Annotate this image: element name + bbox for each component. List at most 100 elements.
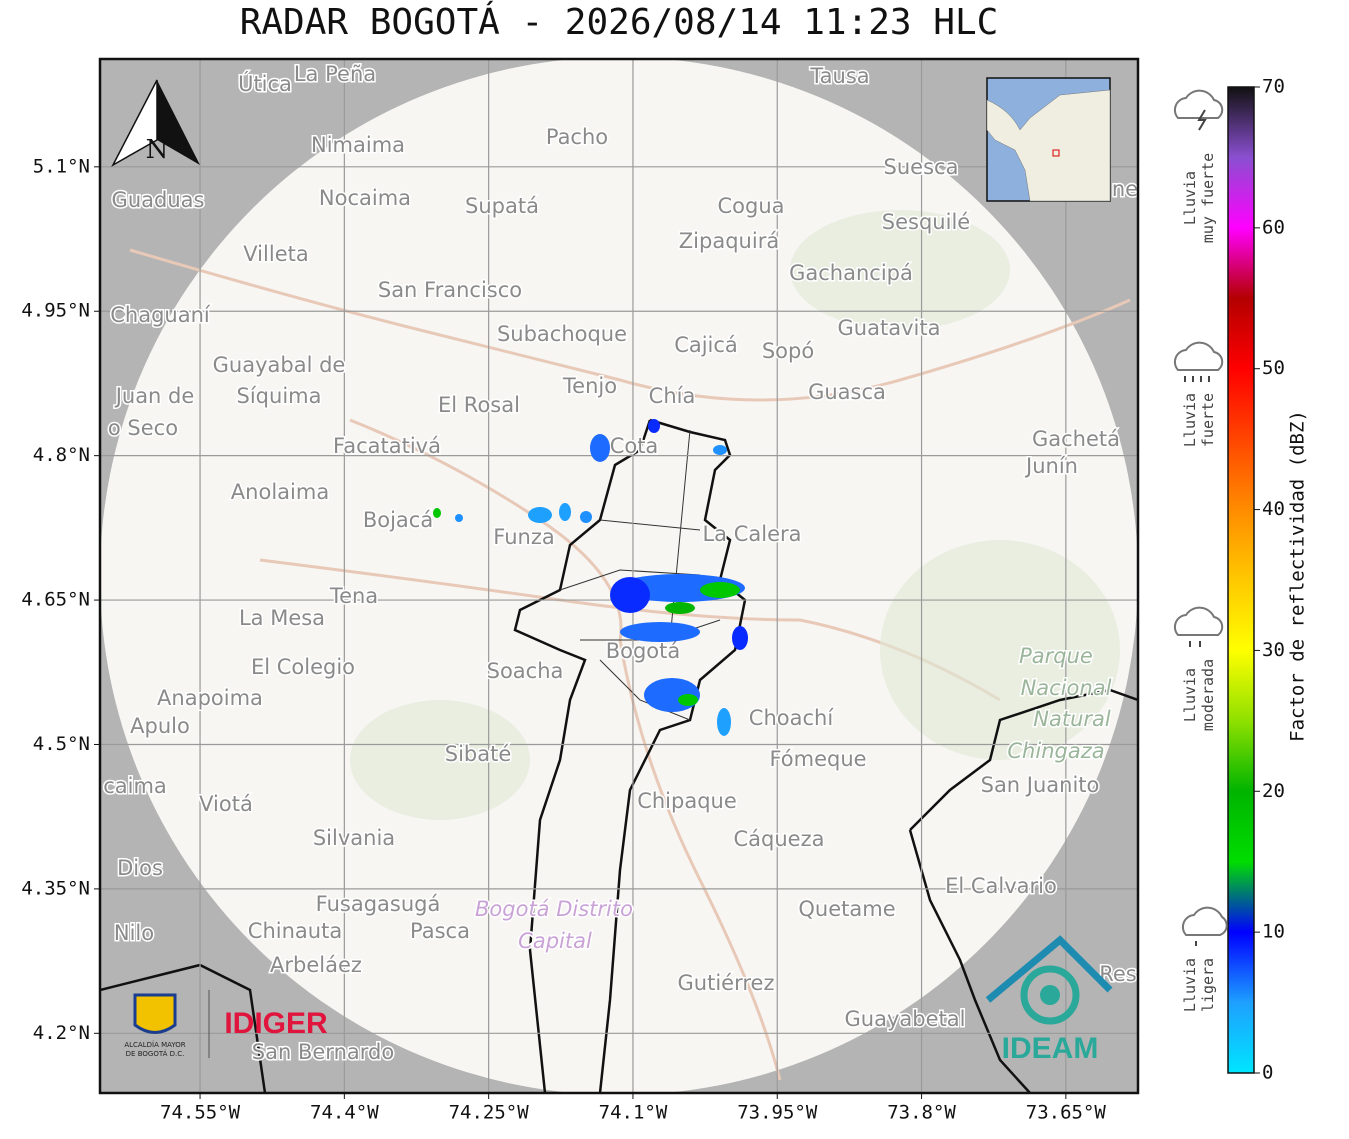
y-tick-label: 4.65°N bbox=[21, 589, 90, 611]
forest bbox=[880, 540, 1120, 760]
rain-level-label: Lluvia bbox=[1181, 958, 1199, 1012]
north-arrow: N bbox=[111, 79, 200, 167]
place-label: Pacho bbox=[546, 125, 608, 149]
place-label: Cáqueza bbox=[734, 827, 825, 851]
forest bbox=[790, 210, 1010, 330]
x-tick-label: 74.25°W bbox=[449, 1102, 530, 1124]
map-layer: Útica La Peña Tausa Pacho Nimaima Suesca Guadu… bbox=[100, 59, 1138, 1093]
place-label: Tenjo bbox=[562, 374, 617, 398]
department-boundary bbox=[909, 688, 1138, 831]
echo bbox=[433, 508, 441, 518]
road bbox=[129, 248, 1131, 402]
place-label: Chaguaní bbox=[110, 303, 211, 327]
place-label: Dios bbox=[117, 856, 163, 880]
colorbar-tick-label: 40 bbox=[1262, 498, 1285, 520]
echo bbox=[713, 445, 727, 455]
colorbar bbox=[1227, 86, 1255, 1074]
place-label: Chinauta bbox=[248, 919, 342, 943]
place-label: La Mesa bbox=[239, 606, 325, 630]
place-label: Villeta bbox=[243, 242, 308, 266]
place-label: Capital bbox=[518, 929, 592, 953]
x-tick-label: 73.95°W bbox=[737, 1102, 818, 1124]
place-label: Zipaquirá bbox=[679, 229, 779, 253]
rain-level-label: Lluvia bbox=[1181, 393, 1199, 447]
place-label: ne bbox=[1112, 177, 1138, 201]
colorbar-tick-label: 70 bbox=[1262, 76, 1285, 98]
place-label: Bogotá Distrito bbox=[475, 897, 633, 921]
place-label: Bojacá bbox=[363, 508, 433, 532]
ideam-text: IDEAM bbox=[1002, 1032, 1099, 1065]
title: RADAR BOGOTÁ - 2026/08/14 11:23 HLC bbox=[240, 1, 999, 43]
rain-level-label: Lluvia bbox=[1181, 171, 1199, 225]
place-label: Sopó bbox=[762, 339, 814, 363]
place-label: Guayabal de bbox=[213, 353, 346, 377]
place-label: Silvania bbox=[313, 826, 395, 850]
forest bbox=[350, 700, 530, 820]
inset-map bbox=[986, 77, 1111, 202]
place-label: Soacha bbox=[487, 659, 564, 683]
y-tick-label: 4.8°N bbox=[33, 444, 90, 466]
echo bbox=[455, 514, 463, 522]
y-tick-label: 4.5°N bbox=[33, 733, 90, 755]
district-boundary bbox=[513, 419, 652, 1093]
ideam-logo: IDEAM bbox=[985, 935, 1113, 1065]
alcaldia-logo: ALCALDÍA MAYOR DE BOGOTÁ D.C. IDIGER bbox=[124, 990, 328, 1058]
echo bbox=[732, 626, 748, 650]
place-label: Guayabetal bbox=[845, 1007, 966, 1031]
echo bbox=[528, 507, 552, 523]
place-label: Quetame bbox=[798, 897, 895, 921]
echo bbox=[700, 582, 740, 598]
place-label: Nimaima bbox=[311, 133, 405, 157]
idiger-logo: IDIGER bbox=[224, 1007, 328, 1040]
rain-level-label: muy fuerte bbox=[1199, 153, 1217, 243]
place-label: o Seco bbox=[108, 416, 178, 440]
map-frame bbox=[98, 57, 1140, 1095]
place-label: La Peña bbox=[294, 62, 376, 86]
alcaldia-text: ALCALDÍA MAYOR bbox=[124, 1040, 185, 1049]
place-label: Chingaza bbox=[1007, 739, 1104, 763]
colorbar-label: Factor de reflectividad (dBZ) bbox=[1287, 410, 1309, 742]
place-label: Guasca bbox=[808, 380, 886, 404]
place-label: Anolaima bbox=[231, 480, 329, 504]
place-label: Parque bbox=[1019, 644, 1093, 668]
place-label: Subachoque bbox=[497, 322, 627, 346]
place-label: Cogua bbox=[717, 194, 784, 218]
echo bbox=[580, 511, 592, 523]
colorbar-tick-label: 50 bbox=[1262, 357, 1285, 379]
echo bbox=[590, 434, 610, 462]
place-label: Sesquilé bbox=[882, 210, 970, 234]
place-label: Síquima bbox=[237, 384, 322, 408]
x-tick-label: 74.1°W bbox=[599, 1102, 668, 1124]
place-label: Gutiérrez bbox=[678, 971, 775, 995]
place-label: Chipaque bbox=[637, 789, 737, 813]
place-label: Viotá bbox=[199, 792, 253, 816]
place-label: Cajicá bbox=[674, 333, 738, 357]
colorbar-tick-label: 10 bbox=[1262, 921, 1285, 943]
echo bbox=[620, 622, 700, 642]
place-label: Gachetá bbox=[1032, 427, 1120, 451]
place-label: Funza bbox=[493, 525, 554, 549]
place-label: Junín bbox=[1024, 454, 1078, 478]
place-label: Nilo bbox=[114, 921, 154, 945]
place-label: Nacional bbox=[1021, 676, 1112, 700]
place-label: Arbeláez bbox=[270, 953, 362, 977]
echo bbox=[610, 577, 650, 613]
place-label: El Colegio bbox=[251, 655, 355, 679]
place-label: Supatá bbox=[465, 194, 539, 218]
x-tick-label: 74.4°W bbox=[310, 1102, 379, 1124]
place-label: Apulo bbox=[130, 714, 190, 738]
rain-level-label: moderada bbox=[1199, 659, 1217, 731]
place-label: Chía bbox=[649, 384, 696, 408]
place-label: Pasca bbox=[410, 919, 470, 943]
place-label: Útica bbox=[238, 71, 292, 96]
place-label: Tena bbox=[329, 584, 378, 608]
colorbar-tick-label: 30 bbox=[1262, 639, 1285, 661]
place-label: Bogotá bbox=[606, 639, 681, 663]
radar-echoes bbox=[433, 419, 748, 736]
north-label: N bbox=[146, 135, 169, 165]
rain-icons bbox=[1173, 89, 1228, 946]
place-label: Sibaté bbox=[445, 742, 512, 766]
place-label: Tausa bbox=[809, 64, 869, 88]
